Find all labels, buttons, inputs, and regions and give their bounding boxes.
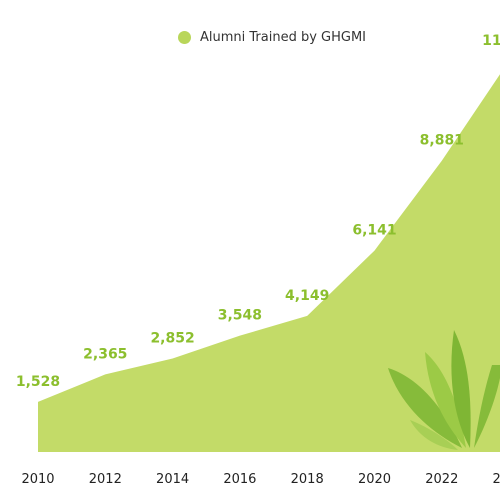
x-tick-label: 2010 [21,472,54,487]
value-labels: 1,528 2,365 2,852 3,548 4,149 6,141 8,881 11,92… [16,33,500,390]
data-label: 3,548 [218,308,262,324]
data-label: 2,852 [150,330,194,346]
x-tick-label: 2012 [89,472,122,487]
leaf-icon [451,330,471,448]
legend: Alumni Trained by GHGMI [178,30,366,45]
data-label: 11,928 [482,33,500,49]
x-tick-label: 2024 [493,472,500,487]
x-tick-label: 2016 [223,472,256,487]
leaf-icon [388,368,462,448]
x-tick-label: 2018 [291,472,324,487]
legend-swatch [178,31,191,44]
x-tick-label: 2014 [156,472,189,487]
area-series [38,74,500,452]
data-label: 4,149 [285,288,329,304]
area-layer [37,74,500,452]
leaf-decoration-icon [388,330,500,450]
x-axis-ticks: 2010 2012 2014 2016 2018 2020 2022 2024 [21,472,500,487]
leaf-icon [410,420,458,450]
leaf-icon [425,352,466,448]
legend-label: Alumni Trained by GHGMI [200,30,367,45]
x-tick-label: 2022 [425,472,458,487]
x-tick-label: 2020 [358,472,391,487]
data-label: 1,528 [16,374,60,390]
data-label: 8,881 [420,133,464,149]
leaf-icon [474,365,500,448]
data-label: 6,141 [352,223,396,239]
data-label: 2,365 [83,346,127,362]
